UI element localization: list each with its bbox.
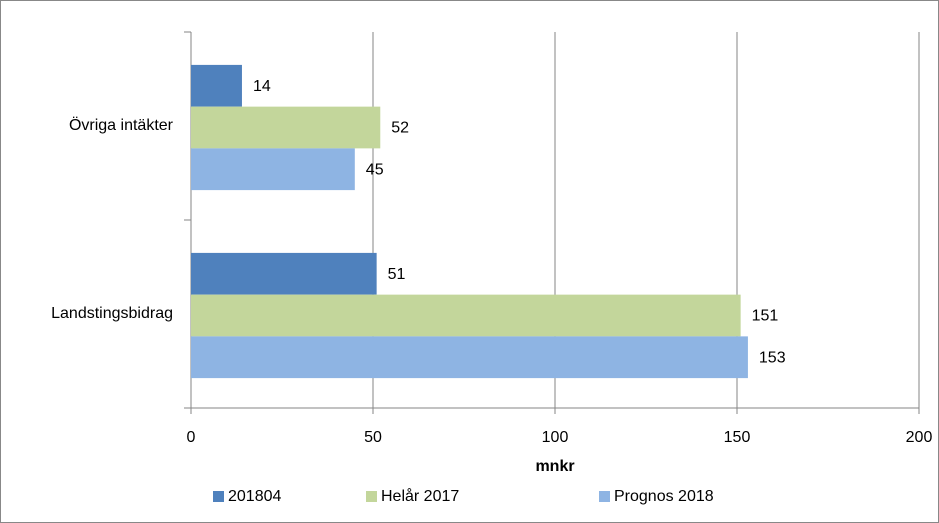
x-tick-label: 100 <box>542 429 569 446</box>
x-tick-label: 200 <box>906 429 933 446</box>
data-label: 51 <box>388 266 406 283</box>
y-tick-label: Övriga intäkter <box>69 116 174 134</box>
bar <box>191 252 377 295</box>
legend-swatch <box>599 491 610 502</box>
legend-swatch <box>366 491 377 502</box>
data-label: 14 <box>253 78 271 95</box>
x-tick-label: 0 <box>187 429 196 446</box>
bar <box>191 64 242 107</box>
x-tick-label: 150 <box>724 429 751 446</box>
x-tick-label: 50 <box>364 429 382 446</box>
y-tick-label: Landstingsbidrag <box>51 305 173 322</box>
bar <box>191 336 748 379</box>
legend-label: 201804 <box>228 488 281 505</box>
data-label: 45 <box>366 161 384 178</box>
data-label: 151 <box>752 308 779 325</box>
data-label: 153 <box>759 349 786 366</box>
legend-swatch <box>213 491 224 502</box>
legend-label: Prognos 2018 <box>614 488 714 505</box>
bar <box>191 294 741 337</box>
data-label: 52 <box>391 120 409 137</box>
bar <box>191 106 381 149</box>
x-axis-label: mnkr <box>535 458 574 475</box>
bar <box>191 148 355 191</box>
legend-label: Helår 2017 <box>381 487 459 505</box>
